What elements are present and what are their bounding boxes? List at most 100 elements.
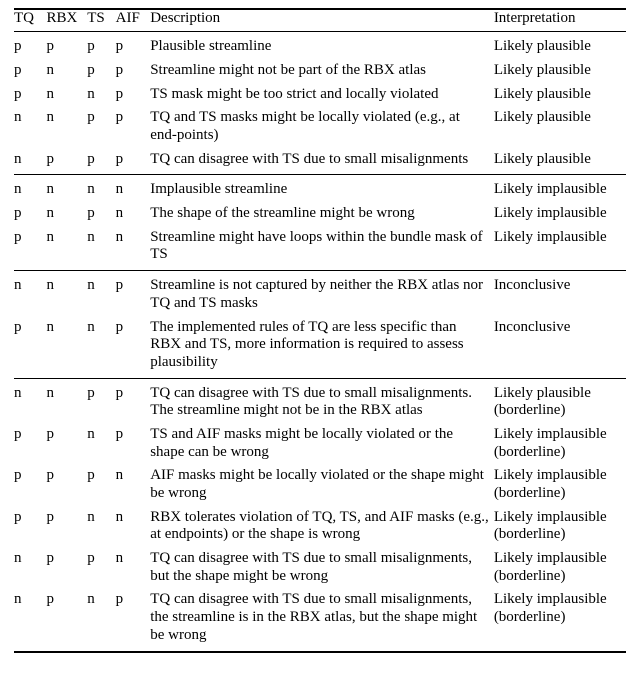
cell-rbx: p <box>47 464 88 505</box>
cell-tq: p <box>14 316 47 379</box>
table-row: ppppPlausible streamlineLikely plausible <box>14 32 626 59</box>
table-row: pnpnThe shape of the streamline might be… <box>14 202 626 226</box>
cell-aif: p <box>116 588 151 651</box>
cell-interp: Likely plausible <box>494 83 626 107</box>
cell-interp: Likely implausible <box>494 226 626 271</box>
cell-desc: TQ and TS masks might be locally violate… <box>150 106 494 147</box>
cell-rbx: n <box>47 226 88 271</box>
cell-rbx: n <box>47 202 88 226</box>
cell-desc: Streamline might have loops within the b… <box>150 226 494 271</box>
cell-rbx: n <box>47 175 88 202</box>
cell-tq: p <box>14 32 47 59</box>
cell-ts: p <box>87 547 115 588</box>
cell-aif: n <box>116 175 151 202</box>
cell-tq: p <box>14 59 47 83</box>
table-row: npnpTQ can disagree with TS due to small… <box>14 588 626 651</box>
cell-tq: n <box>14 378 47 423</box>
table-row: pnppStreamline might not be part of the … <box>14 59 626 83</box>
cell-ts: n <box>87 83 115 107</box>
cell-ts: p <box>87 32 115 59</box>
cell-tq: n <box>14 547 47 588</box>
cell-aif: p <box>116 271 151 316</box>
page: TQ RBX TS AIF Description Interpretation… <box>0 0 640 673</box>
cell-interp: Likely implausible <box>494 175 626 202</box>
cell-tq: p <box>14 226 47 271</box>
cell-tq: n <box>14 106 47 147</box>
cell-interp: Likely plausible <box>494 32 626 59</box>
table-row: ppnpTS and AIF masks might be locally vi… <box>14 423 626 464</box>
col-header-rbx: RBX <box>47 9 88 32</box>
table-row: nnnpStreamline is not captured by neithe… <box>14 271 626 316</box>
cell-aif: n <box>116 547 151 588</box>
cell-tq: n <box>14 588 47 651</box>
col-header-tq: TQ <box>14 9 47 32</box>
table-header: TQ RBX TS AIF Description Interpretation <box>14 9 626 32</box>
cell-ts: n <box>87 175 115 202</box>
cell-desc: Streamline might not be part of the RBX … <box>150 59 494 83</box>
cell-tq: p <box>14 464 47 505</box>
cell-rbx: n <box>47 316 88 379</box>
cell-desc: TQ can disagree with TS due to small mis… <box>150 148 494 175</box>
cell-aif: p <box>116 316 151 379</box>
cell-desc: Streamline is not captured by neither th… <box>150 271 494 316</box>
cell-desc: The implemented rules of TQ are less spe… <box>150 316 494 379</box>
cell-ts: n <box>87 271 115 316</box>
cell-aif: p <box>116 59 151 83</box>
cell-rbx: n <box>47 59 88 83</box>
cell-aif: p <box>116 148 151 175</box>
cell-interp: Likely implausible <box>494 202 626 226</box>
cell-desc: TQ can disagree with TS due to small mis… <box>150 588 494 651</box>
cell-interp: Likely plausible <box>494 59 626 83</box>
cell-interp: Inconclusive <box>494 316 626 379</box>
table-row: pnnnStreamline might have loops within t… <box>14 226 626 271</box>
cell-interp: Likely plausible <box>494 106 626 147</box>
cell-desc: TQ can disagree with TS due to small mis… <box>150 378 494 423</box>
cell-rbx: p <box>47 588 88 651</box>
cell-ts: p <box>87 106 115 147</box>
cell-ts: p <box>87 378 115 423</box>
table-row: pnnpTS mask might be too strict and loca… <box>14 83 626 107</box>
cell-ts: p <box>87 464 115 505</box>
cell-aif: n <box>116 202 151 226</box>
col-header-desc: Description <box>150 9 494 32</box>
cell-interp: Inconclusive <box>494 271 626 316</box>
table-row: nppnTQ can disagree with TS due to small… <box>14 547 626 588</box>
rules-table: TQ RBX TS AIF Description Interpretation… <box>14 8 626 653</box>
col-header-aif: AIF <box>116 9 151 32</box>
cell-tq: n <box>14 271 47 316</box>
cell-tq: p <box>14 506 47 547</box>
table-row: nnnnImplausible streamlineLikely implaus… <box>14 175 626 202</box>
cell-ts: p <box>87 59 115 83</box>
cell-aif: n <box>116 464 151 505</box>
cell-rbx: n <box>47 106 88 147</box>
col-header-ts: TS <box>87 9 115 32</box>
cell-desc: Plausible streamline <box>150 32 494 59</box>
table-row: nnppTQ and TS masks might be locally vio… <box>14 106 626 147</box>
cell-desc: Implausible streamline <box>150 175 494 202</box>
table-row: ppnnRBX tolerates violation of TQ, TS, a… <box>14 506 626 547</box>
table-row: pnnpThe implemented rules of TQ are less… <box>14 316 626 379</box>
table-row: npppTQ can disagree with TS due to small… <box>14 148 626 175</box>
cell-interp: Likely plausible <box>494 148 626 175</box>
cell-interp: Likely implausible (borderline) <box>494 423 626 464</box>
cell-tq: n <box>14 175 47 202</box>
cell-desc: TQ can disagree with TS due to small mis… <box>150 547 494 588</box>
cell-tq: n <box>14 148 47 175</box>
cell-rbx: p <box>47 547 88 588</box>
cell-ts: n <box>87 588 115 651</box>
cell-ts: n <box>87 226 115 271</box>
cell-rbx: p <box>47 423 88 464</box>
cell-tq: p <box>14 202 47 226</box>
table-row: pppnAIF masks might be locally violated … <box>14 464 626 505</box>
cell-interp: Likely implausible (borderline) <box>494 464 626 505</box>
cell-rbx: n <box>47 83 88 107</box>
cell-desc: RBX tolerates violation of TQ, TS, and A… <box>150 506 494 547</box>
cell-aif: p <box>116 106 151 147</box>
cell-ts: p <box>87 202 115 226</box>
col-header-interp: Interpretation <box>494 9 626 32</box>
cell-tq: p <box>14 83 47 107</box>
cell-rbx: p <box>47 32 88 59</box>
cell-desc: TS and AIF masks might be locally violat… <box>150 423 494 464</box>
cell-tq: p <box>14 423 47 464</box>
cell-rbx: n <box>47 378 88 423</box>
